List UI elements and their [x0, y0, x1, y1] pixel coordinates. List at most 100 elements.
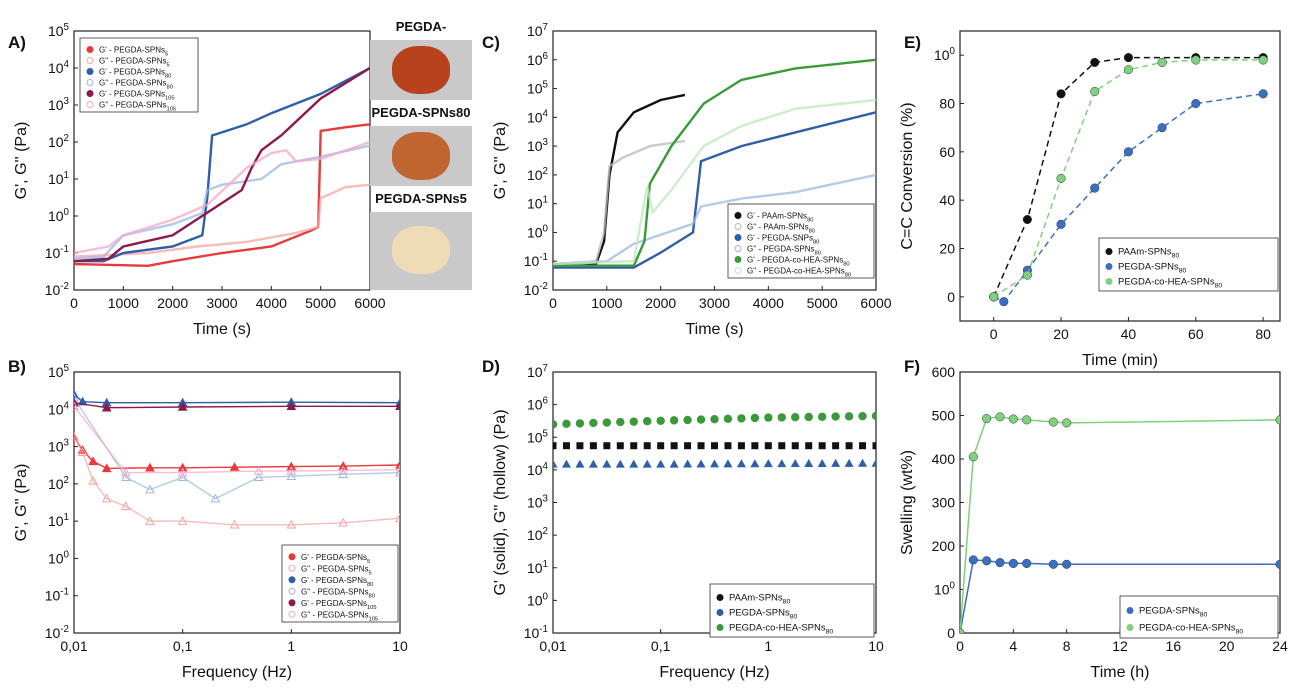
x-tick-label: 6000 [860, 295, 891, 311]
legend-marker [1105, 263, 1113, 270]
series-3 [553, 111, 876, 269]
data-point [395, 467, 400, 477]
chart-panel-2: B) 0,01 0,1 1 10 10-2 10-1 100 101 102 103 104 105 Fr… [8, 357, 408, 681]
legend-marker [288, 576, 296, 584]
series-5 [553, 58, 876, 267]
series-trace [74, 436, 400, 470]
hydrogel-disc [392, 46, 450, 94]
y-tick-label: 500 [932, 408, 956, 424]
legend-box [79, 37, 199, 113]
data-point [1022, 415, 1032, 425]
series-trace [74, 397, 400, 500]
legend-entry: G' - PAAm-SPNs80 [747, 212, 813, 224]
series-2 [553, 458, 876, 468]
y-tick-label: 100 [934, 46, 956, 63]
data-point [1090, 57, 1100, 67]
x-tick-label: 4000 [753, 295, 784, 311]
x-tick-label: 1000 [108, 295, 139, 311]
data-point [683, 459, 693, 468]
y-tick-label: 60 [939, 144, 955, 160]
series-trace [74, 123, 370, 268]
legend-marker [734, 212, 742, 219]
data-point [589, 418, 598, 428]
data-point [1022, 558, 1032, 568]
data-point [982, 556, 992, 566]
x-tick-label: 0 [549, 295, 557, 311]
data-point [750, 459, 760, 468]
data-point [683, 415, 692, 425]
series-trace [74, 66, 370, 263]
data-point [120, 472, 131, 481]
legend-entry: PAAm-SPNs80 [1118, 247, 1179, 260]
x-axis-label: Time (min) [1082, 352, 1158, 369]
series-line [993, 59, 1264, 298]
data-point [791, 412, 800, 422]
data-point [844, 458, 854, 467]
data-point [1062, 418, 1072, 428]
plot-area [989, 53, 1268, 307]
series-trace [553, 173, 876, 267]
legend-entry: G'' - PEGDA-SPNs105 [99, 101, 176, 113]
legend-entry: G' - PEGDA-SPNs80 [99, 68, 171, 80]
photo-pegda-spns80: PEGDA-SPNs80 [370, 100, 472, 186]
data-point [629, 459, 639, 468]
x-tick-label: 4000 [256, 295, 287, 311]
series-1 [553, 442, 876, 450]
data-point [844, 412, 854, 421]
legend-marker [734, 256, 742, 263]
data-point [1123, 65, 1133, 75]
series-trace [553, 111, 876, 269]
data-point [764, 442, 772, 450]
data-point [77, 447, 88, 457]
legend-marker [86, 101, 94, 108]
legend-marker [716, 624, 724, 631]
data-point [145, 516, 155, 525]
data-point [338, 465, 349, 475]
data-point [395, 401, 400, 411]
y-tick-label: 104 [48, 400, 70, 417]
photo-pegda-spns105: PEGDA-SPNs105 [370, 14, 472, 100]
legend: PEGDA-SPNs80 PEGDA-co-HEA-SPNs80 [1119, 595, 1279, 639]
legend-marker [86, 57, 94, 64]
hydrogel-disc [392, 132, 450, 180]
legend-box [709, 583, 875, 638]
legend-marker [86, 68, 94, 75]
data-point [229, 519, 240, 529]
plot-area [553, 411, 876, 468]
legend-entry: PEGDA-co-HEA-SPNs80 [1118, 277, 1222, 290]
data-point [817, 458, 827, 467]
x-axis-label: Time (h) [1091, 664, 1150, 681]
data-point [831, 458, 841, 467]
legend-marker [1105, 248, 1113, 255]
y-tick-label: 105 [48, 363, 70, 380]
data-point [723, 459, 733, 468]
photo-image [370, 126, 472, 186]
chart-panel-1: A) 0 1000 2000 3000 4000 5000 6000 10-2 10-1 100 10… [8, 22, 386, 338]
y-tick-label: 600 [932, 364, 956, 380]
y-tick-label: 0 [947, 289, 955, 305]
x-tick-label: 1 [287, 638, 295, 654]
legend-marker [1126, 607, 1134, 614]
panel-label: E) [904, 33, 921, 52]
y-tick-label: 100 [934, 581, 956, 598]
data-point [553, 442, 557, 450]
x-axis-label: Frequency (Hz) [659, 664, 769, 681]
series-2 [960, 412, 1280, 633]
data-point [630, 442, 638, 450]
data-point [657, 442, 665, 450]
data-point [101, 463, 112, 473]
legend-entry: G' - PEGDA-SPNs80 [301, 576, 373, 588]
data-point [101, 402, 112, 412]
photo-label: PEGDA-SPNs80 [371, 105, 471, 120]
series-5 [74, 66, 370, 263]
data-point [588, 459, 598, 468]
legend-entry: G' - PEGDA-SPNs5 [301, 553, 370, 565]
y-tick-label: 103 [48, 96, 70, 113]
y-tick-label: 200 [932, 538, 956, 554]
legend-entry: G' - PEGDA-SNPs80 [747, 234, 819, 246]
y-tick-label: 102 [527, 526, 548, 543]
data-point [777, 459, 787, 468]
legend-marker [1126, 624, 1134, 631]
